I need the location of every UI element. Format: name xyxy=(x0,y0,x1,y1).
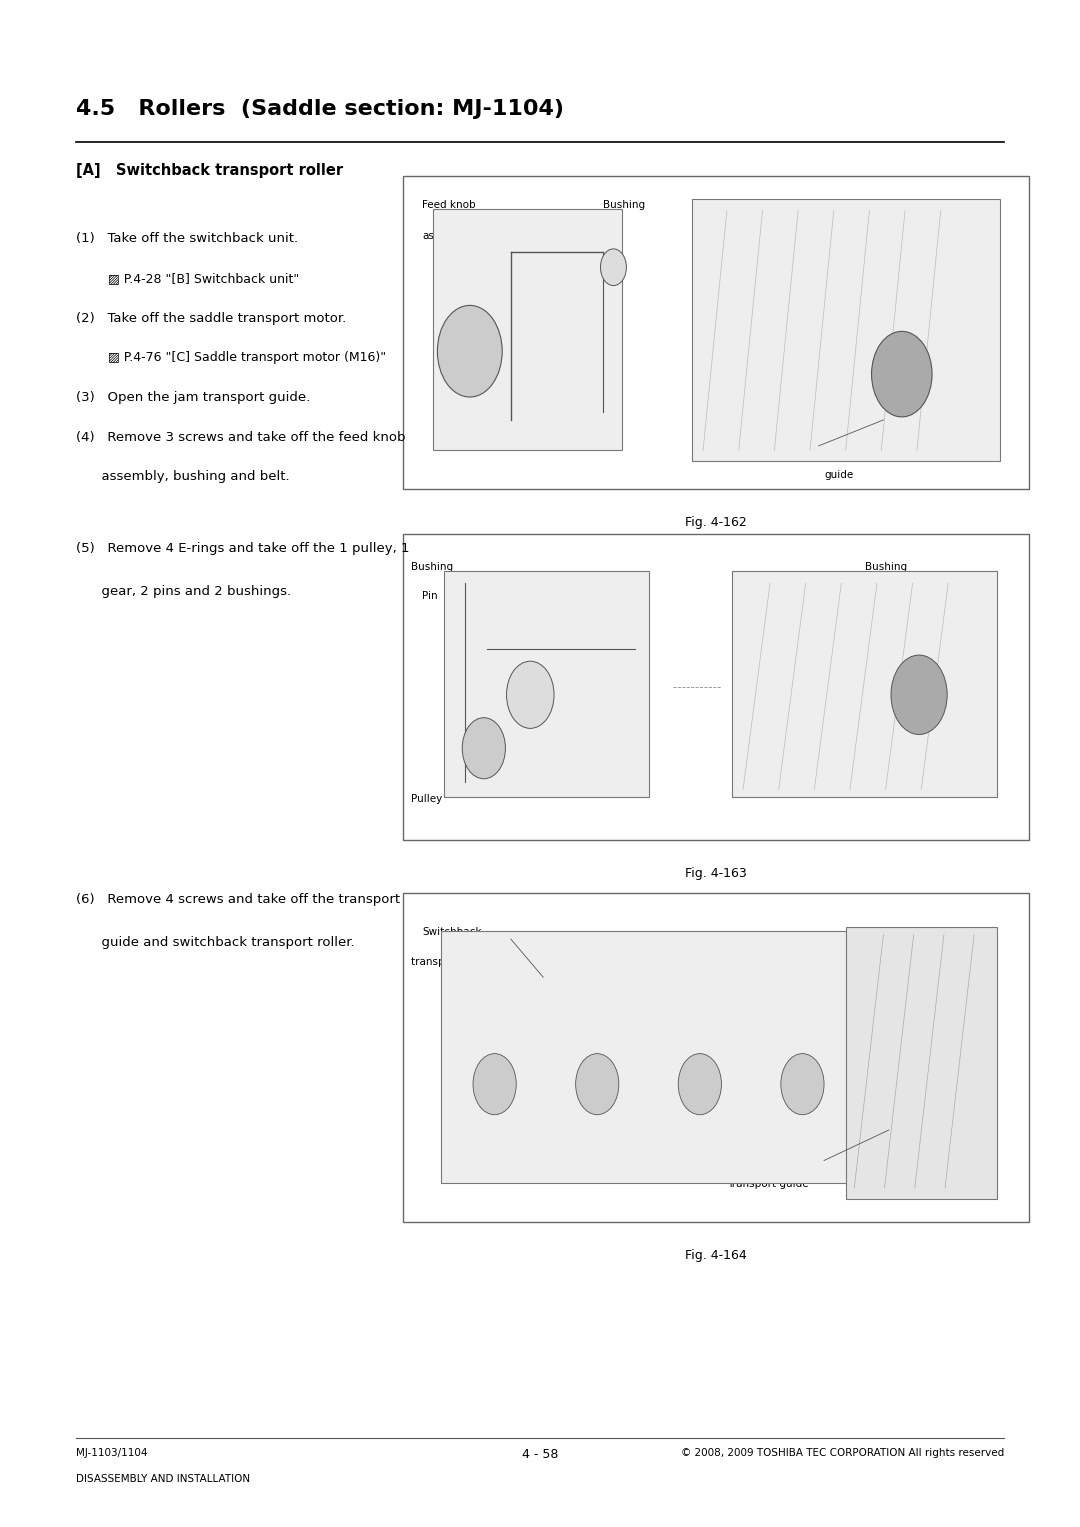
Text: Transport guide: Transport guide xyxy=(727,1179,809,1190)
Circle shape xyxy=(891,655,947,734)
Text: (4)   Remove 3 screws and take off the feed knob: (4) Remove 3 screws and take off the fee… xyxy=(76,431,405,444)
Circle shape xyxy=(473,1054,516,1115)
Text: Pin: Pin xyxy=(422,591,437,602)
Circle shape xyxy=(507,661,554,728)
Bar xyxy=(441,931,991,1183)
Text: Gear: Gear xyxy=(876,620,901,631)
Text: guide: guide xyxy=(824,470,853,481)
Text: Pulley: Pulley xyxy=(411,794,443,805)
Circle shape xyxy=(462,718,505,779)
Text: Fig. 4-163: Fig. 4-163 xyxy=(685,867,747,881)
Text: guide and switchback transport roller.: guide and switchback transport roller. xyxy=(76,936,354,950)
Text: (5)   Remove 4 E-rings and take off the 1 pulley, 1: (5) Remove 4 E-rings and take off the 1 … xyxy=(76,542,409,556)
Text: Jam transport: Jam transport xyxy=(802,443,874,454)
Text: Pin: Pin xyxy=(878,591,893,602)
Text: Bushing: Bushing xyxy=(603,200,645,211)
Text: © 2008, 2009 TOSHIBA TEC CORPORATION All rights reserved: © 2008, 2009 TOSHIBA TEC CORPORATION All… xyxy=(681,1448,1004,1458)
Text: 4.5   Rollers  (Saddle section: MJ-1104): 4.5 Rollers (Saddle section: MJ-1104) xyxy=(76,99,564,119)
Circle shape xyxy=(872,331,932,417)
Bar xyxy=(403,176,1029,489)
Bar xyxy=(403,534,1029,840)
Circle shape xyxy=(678,1054,721,1115)
Text: MJ-1103/1104: MJ-1103/1104 xyxy=(76,1448,147,1458)
Text: Bushing: Bushing xyxy=(411,562,454,573)
Circle shape xyxy=(576,1054,619,1115)
Text: 4 - 58: 4 - 58 xyxy=(522,1448,558,1461)
Bar xyxy=(433,209,622,450)
Text: (1)   Take off the switchback unit.: (1) Take off the switchback unit. xyxy=(76,232,298,246)
Text: Switchback: Switchback xyxy=(422,927,482,938)
Text: transport roller: transport roller xyxy=(411,957,490,968)
Text: gear, 2 pins and 2 bushings.: gear, 2 pins and 2 bushings. xyxy=(76,585,291,599)
Bar xyxy=(846,927,997,1199)
Circle shape xyxy=(600,249,626,286)
Text: [A]   Switchback transport roller: [A] Switchback transport roller xyxy=(76,163,342,179)
Bar xyxy=(403,893,1029,1222)
Circle shape xyxy=(437,305,502,397)
Text: Fig. 4-164: Fig. 4-164 xyxy=(685,1249,747,1263)
Text: Bushing: Bushing xyxy=(865,562,907,573)
Text: (2)   Take off the saddle transport motor.: (2) Take off the saddle transport motor. xyxy=(76,312,346,325)
Bar xyxy=(692,199,1000,461)
Text: assembly, bushing and belt.: assembly, bushing and belt. xyxy=(76,470,289,484)
Bar xyxy=(732,571,997,797)
Text: ▨ P.4-76 "[C] Saddle transport motor (M16)": ▨ P.4-76 "[C] Saddle transport motor (M1… xyxy=(84,351,387,365)
Text: (3)   Open the jam transport guide.: (3) Open the jam transport guide. xyxy=(76,391,310,405)
Text: assembly: assembly xyxy=(422,231,472,241)
Bar xyxy=(444,571,649,797)
Text: ▨ P.4-28 "[B] Switchback unit": ▨ P.4-28 "[B] Switchback unit" xyxy=(84,272,299,286)
Text: (6)   Remove 4 screws and take off the transport: (6) Remove 4 screws and take off the tra… xyxy=(76,893,400,907)
Text: Fig. 4-162: Fig. 4-162 xyxy=(685,516,747,530)
Circle shape xyxy=(781,1054,824,1115)
Text: DISASSEMBLY AND INSTALLATION: DISASSEMBLY AND INSTALLATION xyxy=(76,1474,249,1484)
Text: Belt: Belt xyxy=(532,246,553,257)
Text: Feed knob: Feed knob xyxy=(422,200,476,211)
